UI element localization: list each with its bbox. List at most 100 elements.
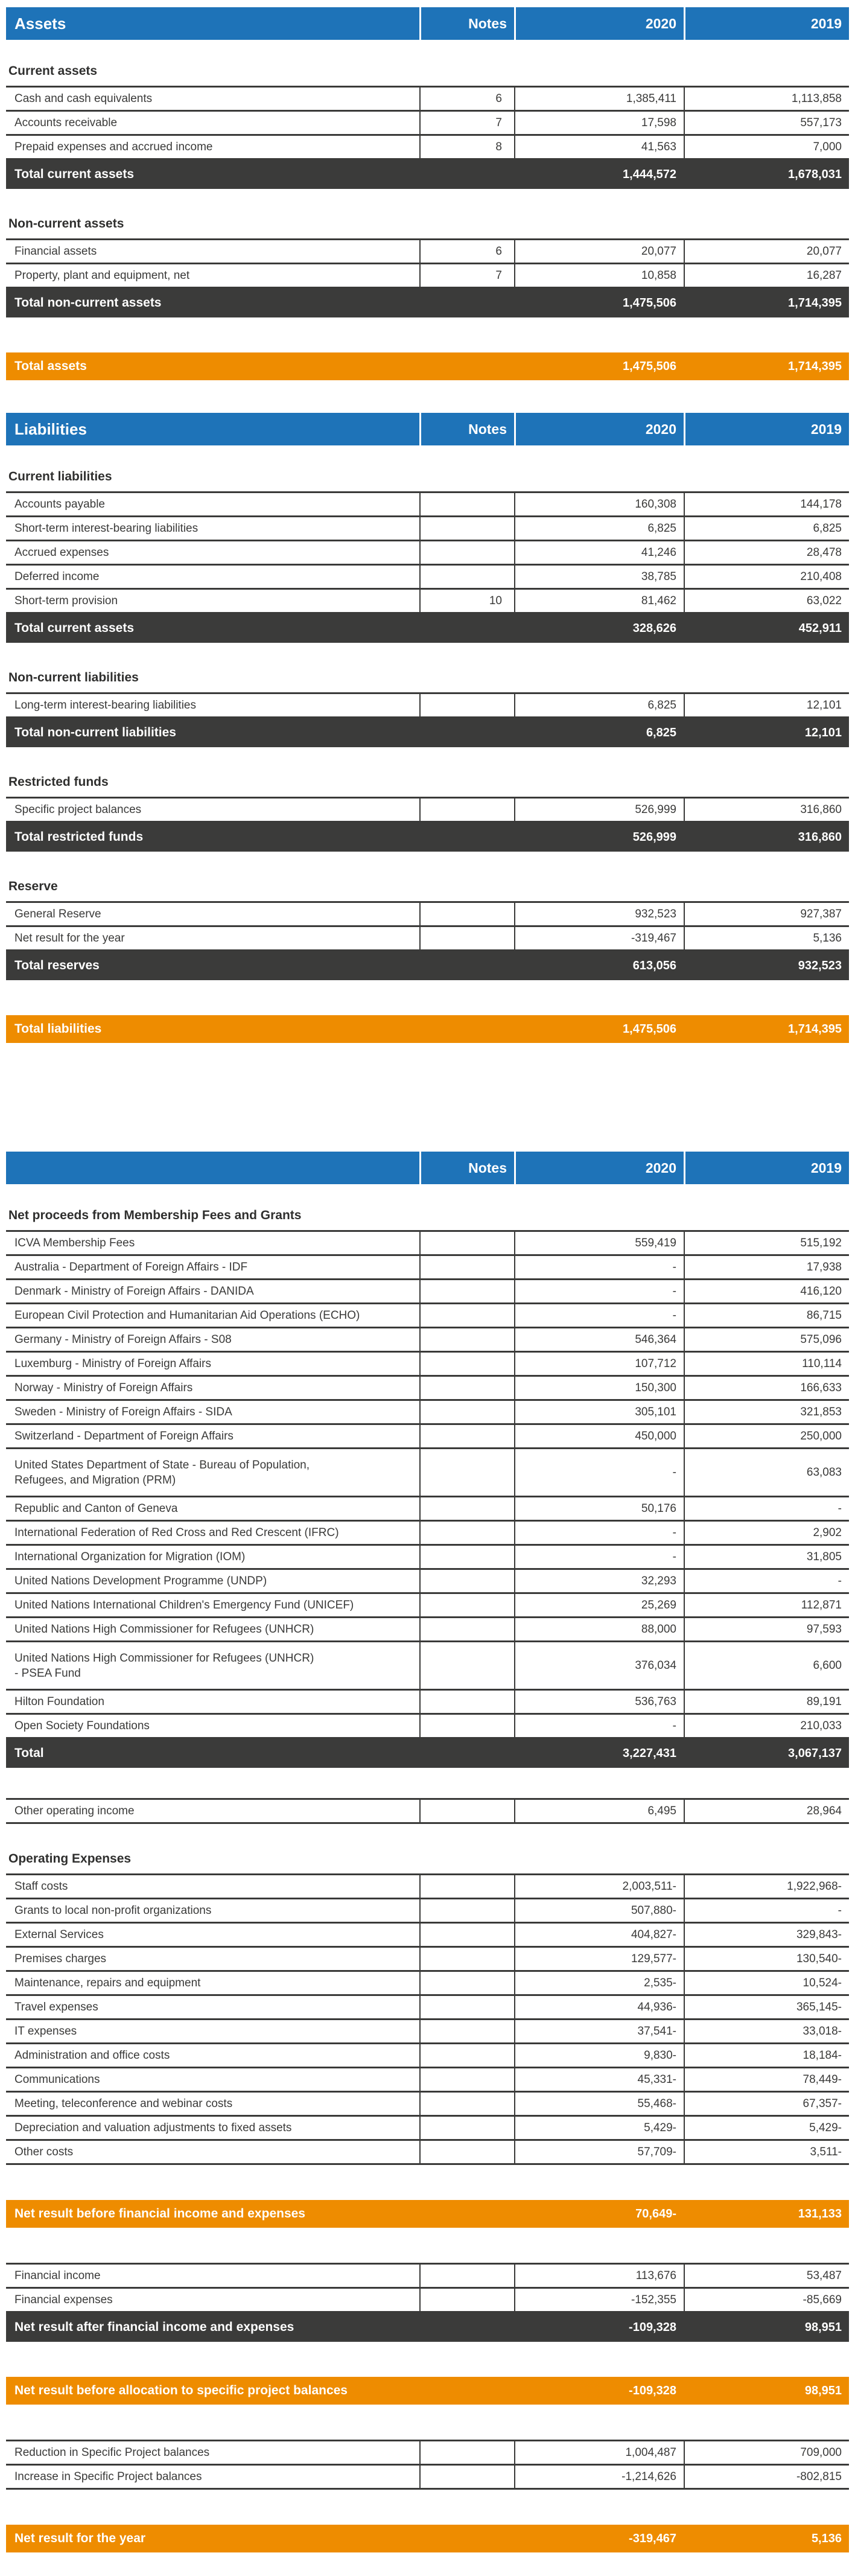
section-heading: Restricted funds (8, 775, 109, 789)
row-value-2019: 557,173 (684, 112, 849, 134)
table-header: Notes 2020 2019 (6, 1152, 849, 1184)
row-note (419, 1570, 514, 1592)
total-label: Total non-current liabilities (14, 725, 176, 739)
row-value-2019: 67,357- (684, 2093, 849, 2115)
total-value-2020: 3,227,431 (623, 1746, 676, 1760)
row-value-2020: - (514, 1522, 684, 1544)
row-label: United States Department of State - Bure… (6, 1449, 419, 1496)
table-row: Switzerland - Department of Foreign Affa… (6, 1425, 849, 1449)
row-note (419, 694, 514, 716)
rows-group: Reduction in Specific Project balances 1,… (6, 2440, 849, 2490)
row-note (419, 2466, 514, 2488)
total-value-2020: 1,475,506 (623, 1022, 676, 1036)
table-row: Property, plant and equipment, net 7 10,85… (6, 264, 849, 289)
row-value-2019: 250,000 (684, 1425, 849, 1447)
table-row: Meeting, teleconference and webinar cost… (6, 2093, 849, 2117)
table-row: United Nations Development Programme (UN… (6, 1570, 849, 1594)
total-value-2020: 1,444,572 (623, 167, 676, 181)
row-label: Communications (14, 2073, 100, 2086)
row-value-2019: 2,902 (684, 1522, 849, 1544)
row-label: United Nations High Commissioner for Ref… (14, 1623, 314, 1636)
row-value-2020: - (514, 1304, 684, 1327)
table-header: Assets Notes 2020 2019 (6, 7, 849, 40)
table-row: Administration and office costs 9,830- 18,… (6, 2044, 849, 2068)
row-value-2019: 16,287 (684, 264, 849, 287)
row-note (419, 1546, 514, 1568)
table-row: Sweden - Ministry of Foreign Affairs - S… (6, 1401, 849, 1425)
row-label: Accrued expenses (14, 546, 109, 559)
row-value-2020: 305,101 (514, 1401, 684, 1423)
row-note (419, 2289, 514, 2311)
row-value-2019: 210,408 (684, 566, 849, 588)
row-value-2020: - (514, 1256, 684, 1278)
total-value-2020: 1,475,506 (623, 296, 676, 310)
table-header: Liabilities Notes 2020 2019 (6, 413, 849, 445)
row-value-2019: 28,964 (684, 1800, 849, 1822)
row-value-2019: 316,860 (684, 799, 849, 821)
row-value-2020: - (514, 1280, 684, 1302)
row-value-2020: 507,880- (514, 1899, 684, 1922)
row-value-2019: 130,540- (684, 1948, 849, 1970)
table-row: Increase in Specific Project balances -1,… (6, 2466, 849, 2490)
table-row: International Organization for Migration… (6, 1546, 849, 1570)
row-note (419, 1691, 514, 1713)
total-label: Total liabilities (14, 1022, 102, 1036)
col-2019: 2019 (684, 1152, 849, 1184)
row-value-2020: 38,785 (514, 566, 684, 588)
total-value-2020: 613,056 (632, 958, 676, 972)
row-value-2020: 10,858 (514, 264, 684, 287)
row-note: 8 (419, 136, 514, 158)
total-row: Total current assets 328,626 452,911 (6, 614, 849, 643)
rows-group: General Reserve 932,523 927,387 Net result … (6, 901, 849, 951)
rows-group: Specific project balances 526,999 316,860 (6, 797, 849, 823)
row-value-2020: 113,676 (514, 2265, 684, 2287)
table-row: United Nations High Commissioner for Ref… (6, 1618, 849, 1642)
row-label: Germany - Ministry of Foreign Affairs - … (14, 1333, 232, 1346)
table-row: ICVA Membership Fees 559,419 515,192 (6, 1232, 849, 1256)
total-label: Total (14, 1746, 44, 1760)
table-row: Short-term interest-bearing liabilities 6… (6, 517, 849, 541)
row-note (419, 1425, 514, 1447)
row-label: Prepaid expenses and accrued income (14, 141, 213, 153)
row-value-2019: 53,487 (684, 2265, 849, 2287)
row-note (419, 1642, 514, 1689)
total-value-2020: -109,328 (629, 2320, 676, 2334)
total-row: Net result after financial income and ex… (6, 2313, 849, 2342)
row-value-2020: 55,468- (514, 2093, 684, 2115)
row-value-2019: - (684, 1899, 849, 1922)
table-row: Open Society Foundations -210,033 (6, 1715, 849, 1739)
row-label: Specific project balances (14, 803, 142, 816)
row-value-2020: 81,462 (514, 590, 684, 612)
total-label: Total reserves (14, 958, 100, 972)
row-note (419, 1715, 514, 1737)
highlight-total-row: Net result for the year -319,467 5,136 (6, 2525, 849, 2552)
row-label: International Federation of Red Cross an… (14, 1526, 339, 1539)
row-value-2019: 5,136 (684, 927, 849, 949)
rows-group: Financial assets 6 20,077 20,077 Property, p… (6, 238, 849, 289)
row-label-line2: - PSEA Fund (14, 1666, 81, 1680)
row-value-2020: 2,003,511- (514, 1875, 684, 1898)
row-label: Switzerland - Department of Foreign Affa… (14, 1430, 234, 1443)
row-label: United Nations High Commissioner for Ref… (6, 1642, 419, 1689)
total-value-2019: 1,678,031 (788, 167, 842, 181)
total-row: Total non-current assets 1,475,506 1,714,3… (6, 289, 849, 317)
row-label: Premises charges (14, 1953, 107, 1965)
table-row: United States Department of State - Bure… (6, 1449, 849, 1497)
total-row: Total non-current liabilities 6,825 12,101 (6, 718, 849, 747)
row-note (419, 1522, 514, 1544)
row-note (419, 1594, 514, 1616)
table-row: Short-term provision 10 81,462 63,022 (6, 590, 849, 614)
row-note (419, 1618, 514, 1640)
section-heading: Current liabilities (8, 470, 112, 483)
row-note (419, 2093, 514, 2115)
row-value-2020: 404,827- (514, 1924, 684, 1946)
row-label-line1: United Nations High Commissioner for Ref… (14, 1651, 314, 1665)
row-value-2019: 97,593 (684, 1618, 849, 1640)
row-label: Other operating income (14, 1805, 135, 1817)
table-row: Communications 45,331- 78,449- (6, 2068, 849, 2093)
row-value-2019: 515,192 (684, 1232, 849, 1254)
total-label: Net result before financial income and e… (14, 2207, 305, 2221)
row-note: 6 (419, 88, 514, 110)
row-note (419, 1924, 514, 1946)
row-value-2020: 546,364 (514, 1328, 684, 1351)
